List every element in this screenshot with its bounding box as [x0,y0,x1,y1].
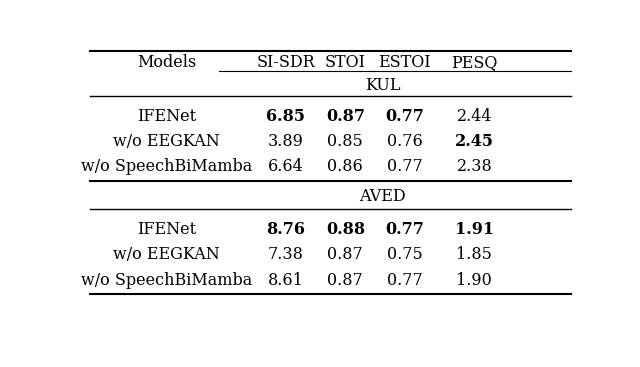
Text: 0.85: 0.85 [328,133,364,150]
Text: KUL: KUL [365,76,400,94]
Text: 2.38: 2.38 [456,159,492,175]
Text: IFENet: IFENet [137,108,196,125]
Text: IFENet: IFENet [137,221,196,238]
Text: 6.64: 6.64 [268,159,304,175]
Text: w/o SpeechBiMamba: w/o SpeechBiMamba [81,272,252,288]
Text: 0.87: 0.87 [326,108,365,125]
Text: 0.76: 0.76 [387,133,423,150]
Text: 0.75: 0.75 [387,246,423,263]
Text: 0.77: 0.77 [385,108,424,125]
Text: 2.45: 2.45 [455,133,494,150]
Text: 2.44: 2.44 [456,108,492,125]
Text: 0.87: 0.87 [328,246,364,263]
Text: 0.77: 0.77 [385,221,424,238]
Text: 1.91: 1.91 [455,221,494,238]
Text: 8.76: 8.76 [266,221,305,238]
Text: ESTOI: ESTOI [379,54,431,71]
Text: PESQ: PESQ [451,54,497,71]
Text: 1.90: 1.90 [456,272,492,288]
Text: w/o EEGKAN: w/o EEGKAN [113,133,220,150]
Text: 0.77: 0.77 [387,159,423,175]
Text: STOI: STOI [325,54,366,71]
Text: 3.89: 3.89 [268,133,304,150]
Text: 8.61: 8.61 [268,272,304,288]
Text: 0.77: 0.77 [387,272,423,288]
Text: SI-SDR: SI-SDR [257,54,316,71]
Text: 7.38: 7.38 [268,246,304,263]
Text: 1.85: 1.85 [456,246,492,263]
Text: 0.87: 0.87 [328,272,364,288]
Text: AVED: AVED [359,188,406,205]
Text: w/o SpeechBiMamba: w/o SpeechBiMamba [81,159,252,175]
Text: w/o EEGKAN: w/o EEGKAN [113,246,220,263]
Text: Models: Models [137,54,196,71]
Text: 0.86: 0.86 [328,159,364,175]
Text: 0.88: 0.88 [326,221,365,238]
Text: 6.85: 6.85 [266,108,305,125]
